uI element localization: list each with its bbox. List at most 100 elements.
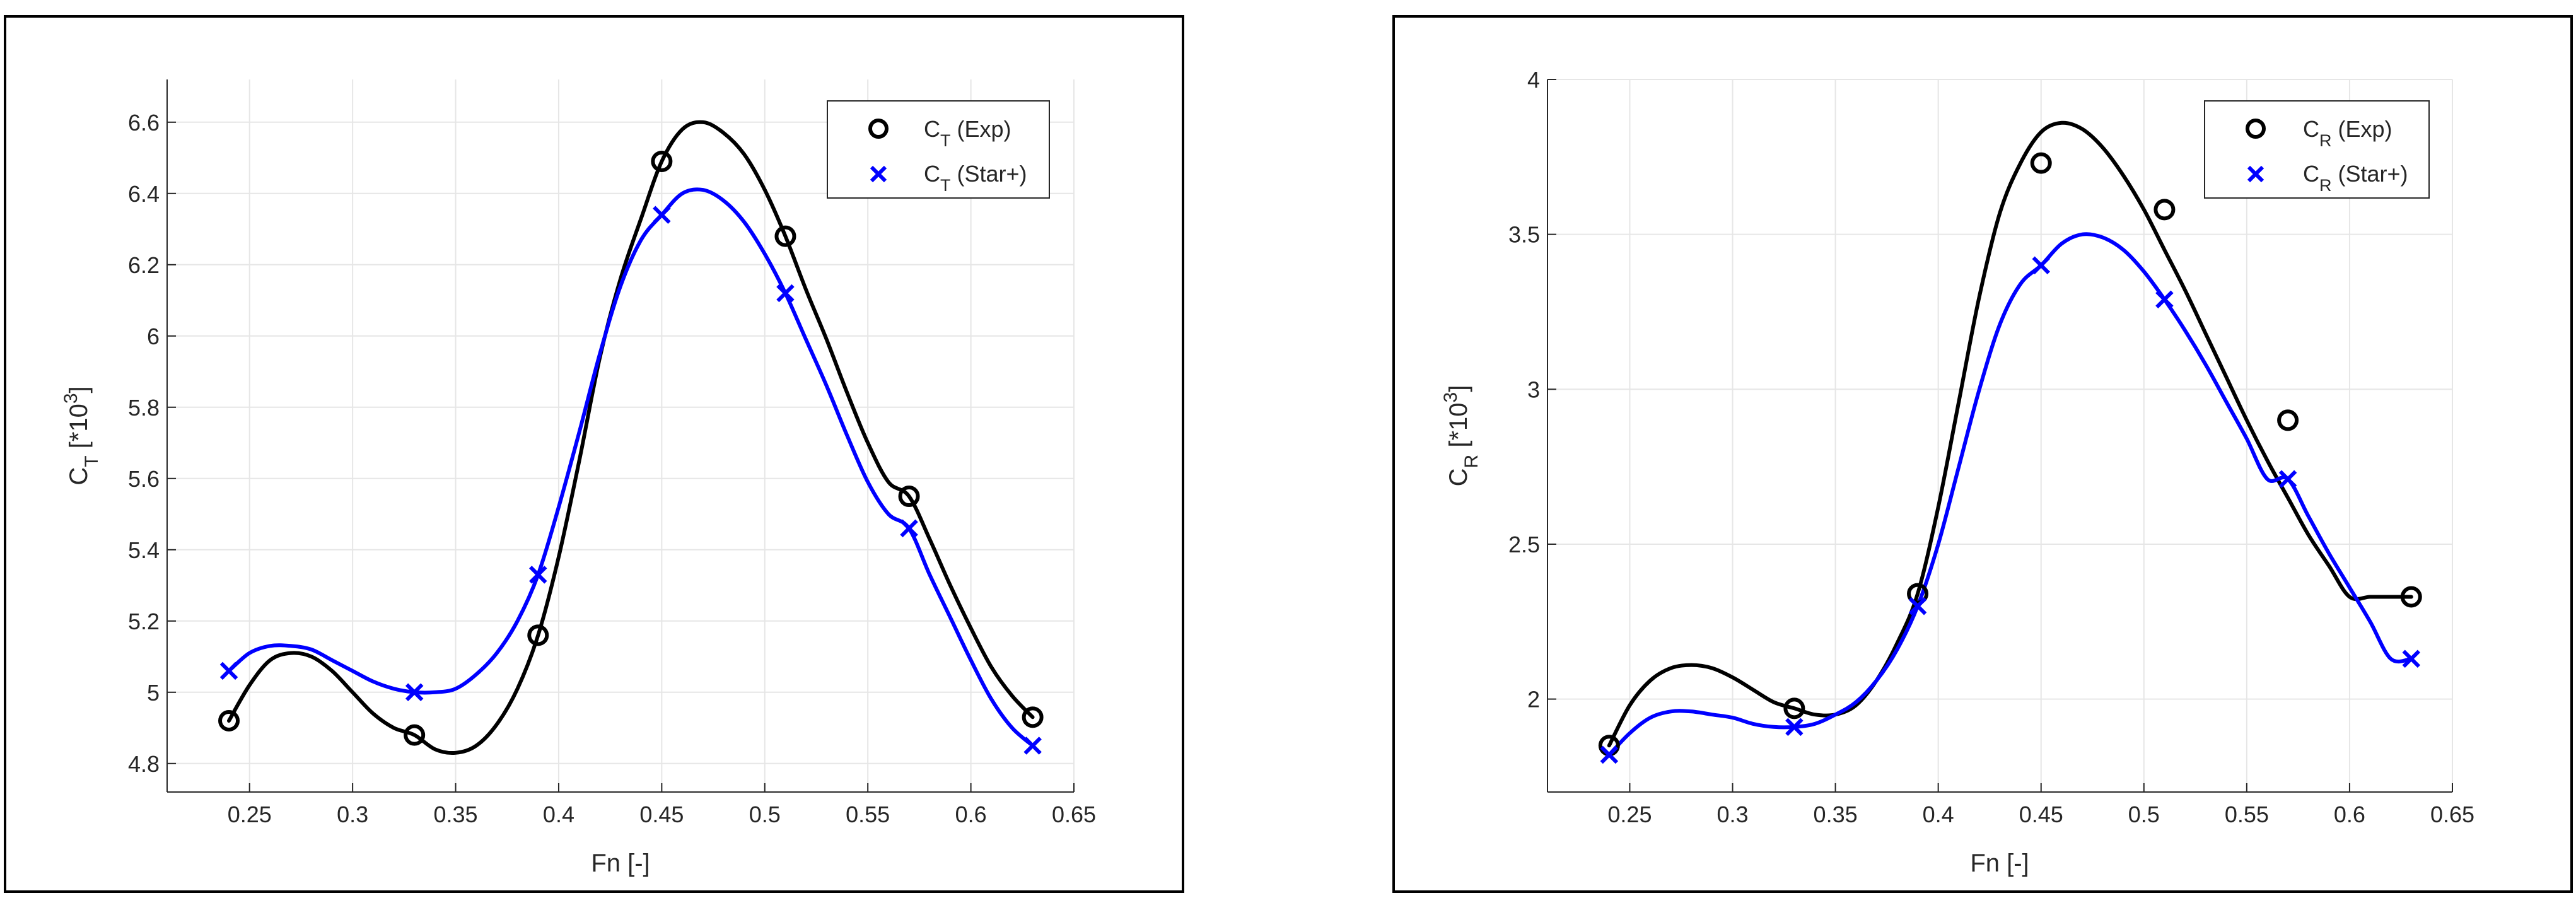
legend-box: [2204, 100, 2430, 199]
data-point-star: [2032, 256, 2050, 275]
data-point-star: [1908, 597, 1927, 615]
x-tick-label: 0.55: [846, 801, 890, 827]
legend-exp-sub: R: [2319, 131, 2332, 150]
y-tick-label: 5.8: [128, 395, 160, 421]
data-point-exp: [1783, 697, 1805, 719]
y-label-close: ]: [65, 386, 93, 393]
data-point-star: [219, 661, 238, 680]
y-axis-label: CR [*103]: [1440, 385, 1482, 487]
x-tick-label: 0.35: [1814, 801, 1858, 827]
x-tick-label: 0.65: [1052, 801, 1096, 827]
y-tick-label: 3: [1527, 376, 1540, 402]
chart-ct: 0.25 0.3 0.35 0.4 0.45 0.5 0.55 0.6 0.65 4.8 5 5.2 5…: [4, 15, 1184, 893]
data-point-star: [776, 284, 795, 303]
x-tick-label: 0.3: [337, 801, 368, 827]
x-tick-label: 0.65: [2430, 801, 2474, 827]
y-tick-label: 2: [1527, 687, 1540, 713]
series-line-exp: [1607, 120, 2413, 748]
legend-label-exp: CT (Exp): [924, 116, 1011, 150]
y-tick-label: 6.4: [128, 181, 160, 207]
x-tick-label: 0.45: [2019, 801, 2063, 827]
y-tick-label: 5.2: [128, 609, 160, 634]
x-tick-label: 0.35: [434, 801, 478, 827]
y-tick-label: 4: [1527, 67, 1540, 93]
series-line-star: [1607, 232, 2413, 757]
legend-label-star: CT (Star+): [924, 161, 1027, 195]
legend-label-star: CR (Star+): [2303, 161, 2408, 195]
data-point-exp: [2400, 586, 2422, 608]
x-axis-label: Fn [-]: [591, 849, 650, 877]
legend-star-tail: (Star+): [2332, 161, 2408, 187]
legend-exp-sub: T: [940, 131, 951, 150]
data-point-exp: [218, 710, 240, 731]
x-tick-label: 0.55: [2225, 801, 2269, 827]
y-tick-label: 6: [147, 323, 160, 349]
x-tick-label: 0.6: [2334, 801, 2365, 827]
data-point-exp: [2277, 409, 2299, 431]
data-point-exp: [2030, 152, 2052, 174]
data-point-star: [1023, 737, 1042, 755]
x-tick-label: 0.5: [749, 801, 781, 827]
x-tick-label: 0.4: [543, 801, 574, 827]
series-line-exp: [227, 120, 1035, 755]
legend-exp-main: C: [2303, 116, 2319, 142]
data-point-exp: [2153, 199, 2176, 221]
data-point-star: [653, 206, 671, 224]
y-axis-label: CT [*103]: [61, 386, 102, 485]
legend-star-main: C: [2303, 161, 2319, 187]
data-point-exp: [651, 150, 673, 172]
data-point-exp: [404, 724, 426, 746]
y-label-sub: R: [1461, 455, 1482, 469]
legend-marker-exp: [2246, 119, 2266, 139]
y-tick-label: 3.5: [1508, 222, 1540, 248]
legend-marker-star: [2247, 165, 2264, 183]
y-label-main: C: [1445, 468, 1472, 486]
data-point-exp: [774, 225, 796, 247]
data-point-star: [900, 519, 918, 538]
data-point-star: [529, 566, 547, 584]
y-tick-label: 6.6: [128, 110, 160, 136]
x-tick-label: 0.25: [1607, 801, 1652, 827]
data-point-exp: [1907, 583, 1929, 605]
legend-marker-exp: [868, 119, 889, 139]
x-tick-label: 0.3: [1716, 801, 1748, 827]
y-tick-label: 6.2: [128, 252, 160, 278]
legend-exp-tail: (Exp): [951, 116, 1011, 142]
legend-star-sub: R: [2319, 176, 2332, 195]
y-label-tail: [*10: [65, 404, 93, 455]
y-label-sup: 3: [1440, 392, 1461, 403]
legend-exp-tail: (Exp): [2332, 116, 2392, 142]
y-label-sub: T: [81, 455, 102, 467]
legend: CT (Exp) CT (Star+): [827, 100, 1050, 199]
data-point-star: [2402, 650, 2421, 668]
x-tick-label: 0.5: [2128, 801, 2160, 827]
legend-marker-star: [870, 165, 887, 183]
legend-star-tail: (Star+): [951, 161, 1027, 187]
y-tick-label: 5.4: [128, 537, 160, 563]
data-point-star: [2155, 290, 2174, 309]
y-label-tail: [*10: [1445, 402, 1472, 454]
x-tick-label: 0.4: [1923, 801, 1954, 827]
y-label-close: ]: [1445, 385, 1472, 392]
legend-label-exp: CR (Exp): [2303, 116, 2392, 150]
data-point-star: [1785, 718, 1804, 737]
x-axis-label: Fn [-]: [1970, 849, 2029, 877]
y-tick-label: 5.6: [128, 466, 160, 492]
x-tick-label: 0.6: [955, 801, 987, 827]
data-point-exp: [898, 486, 920, 508]
x-tick-label: 0.45: [639, 801, 684, 827]
series-line-star: [227, 187, 1035, 748]
data-point-star: [405, 683, 424, 702]
legend: CR (Exp) CR (Star+): [2204, 100, 2430, 199]
y-label-main: C: [65, 467, 93, 486]
y-tick-label: 5: [147, 680, 160, 706]
x-tick-label: 0.25: [228, 801, 272, 827]
legend-star-main: C: [924, 161, 940, 187]
data-point-exp: [1022, 706, 1044, 728]
y-tick-label: 2.5: [1508, 532, 1540, 557]
y-label-sup: 3: [61, 393, 81, 404]
y-tick-label: 4.8: [128, 751, 160, 777]
chart-cr: 0.25 0.3 0.35 0.4 0.45 0.5 0.55 0.6 0.65 2 2.5 3 3.5…: [1392, 15, 2573, 893]
legend-box: [827, 100, 1050, 199]
